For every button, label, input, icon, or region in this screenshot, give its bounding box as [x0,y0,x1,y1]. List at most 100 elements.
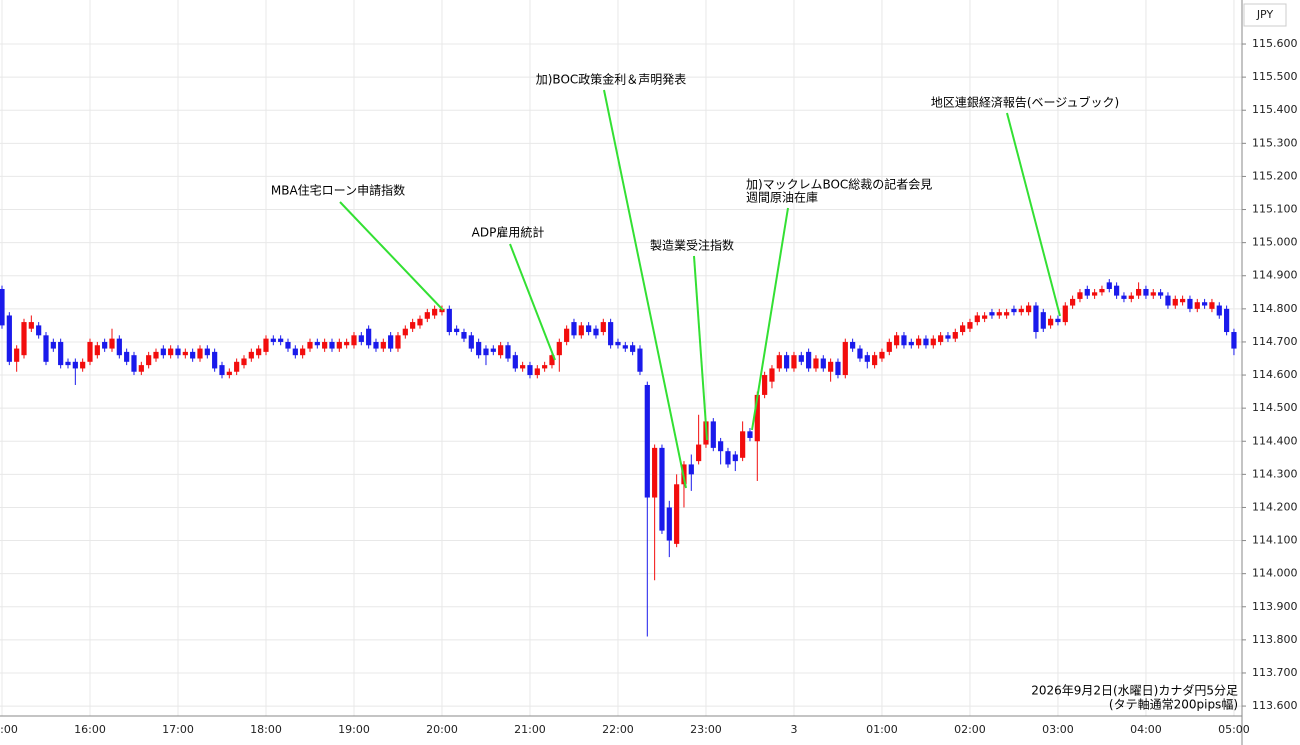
candle-body [138,365,144,372]
y-tick-label: 115.000 [1252,236,1298,249]
candle-body [300,348,306,356]
y-tick-label: 114.400 [1252,434,1298,447]
candle-body [776,355,782,369]
candle-body [534,368,540,376]
candle-body [322,341,328,349]
candle-body [527,365,533,376]
candle-body [424,312,430,319]
candle-body [505,345,511,359]
candle-body [520,365,526,369]
candle-body [468,335,474,349]
candle-body [314,341,320,346]
annotation-text: 加)BOC政策金利＆声明発表 [536,72,687,87]
candle-body [153,351,159,359]
candle-body [212,351,218,369]
candle-body [380,341,386,349]
annotation-line [509,243,556,361]
candle-body [1011,308,1017,313]
candle-body [72,361,78,369]
candle-body [432,308,438,316]
currency-label: JPY [1256,8,1274,21]
candle-body [351,335,357,346]
candle-body [6,315,12,362]
annotation-line [1006,112,1061,317]
x-tick-label: 19:00 [338,723,370,736]
x-tick-label: 15:00 [0,723,18,736]
candle-body [1136,288,1142,296]
candle-body [270,338,276,342]
candle-body [226,371,232,376]
candle-body [652,447,658,498]
candle-body [901,335,907,346]
candle-body [204,348,210,356]
candle-body [278,338,284,342]
candle-body [916,338,922,346]
x-tick-label: 01:00 [866,723,898,736]
candle-body [43,335,49,362]
candle-body [256,348,262,356]
candle-body [65,361,71,366]
y-tick-label: 115.100 [1252,203,1298,216]
candle-body [1165,295,1171,306]
candle-body [732,454,738,462]
candle-body [622,345,628,349]
x-tick-label: 18:00 [250,723,282,736]
candle-body [1209,302,1215,309]
candle-body [373,341,379,349]
candle-body [1040,312,1046,329]
annotations: MBA住宅ローン申請指数 ADP雇用統計 加)BOC政策金利＆声明発表製造業受注指数… [271,72,1238,712]
candle-body [1084,288,1090,296]
candle-body [109,338,115,349]
candle-body [160,348,166,356]
annotation-text: 製造業受注指数 [650,238,734,253]
candle-body [791,355,797,369]
candle-body [1224,308,1230,333]
candle-body [725,451,731,465]
x-tick-label: 17:00 [162,723,194,736]
candle-body [850,341,856,349]
candle-body [395,335,401,349]
x-tick-label: 23:00 [690,723,722,736]
candle-body [358,335,364,342]
candle-body [1202,302,1208,306]
candle-body [454,328,460,333]
candle-body [1150,292,1156,296]
candle-body [131,355,137,372]
candle-body [1121,295,1127,299]
candle-body [798,355,804,362]
y-tick-label: 114.900 [1252,269,1298,282]
x-tick-label: 21:00 [514,723,546,736]
candle-body [1092,292,1098,296]
candle-body [1114,285,1120,296]
candle-body [864,355,870,362]
candle-body [490,348,496,352]
candle-body [1070,298,1076,306]
candle-body [417,318,423,326]
candle-body [21,322,27,356]
candle-body [974,315,980,323]
candle-body [923,338,929,346]
candle-body [168,348,174,356]
candle-body [696,444,702,462]
y-tick-label: 114.800 [1252,302,1298,315]
candle-body [630,345,636,352]
candle-body [36,325,42,336]
y-tick-label: 114.100 [1252,534,1298,547]
annotation-line [693,255,708,441]
candle-body [996,312,1002,316]
candle-body [292,348,298,356]
candle-body [600,322,606,333]
candle-body [747,431,753,438]
currency-box [1243,3,1287,27]
candle-body [637,348,643,372]
candle-body [1018,308,1024,313]
candle-body [336,341,342,349]
candle-body [886,341,892,352]
candle-body [615,341,621,346]
candle-body [116,338,122,356]
annotation-text: 加)マックレムBOC総裁の記者会見 [746,177,932,192]
grid [0,0,1242,716]
candle-body [1187,298,1193,309]
